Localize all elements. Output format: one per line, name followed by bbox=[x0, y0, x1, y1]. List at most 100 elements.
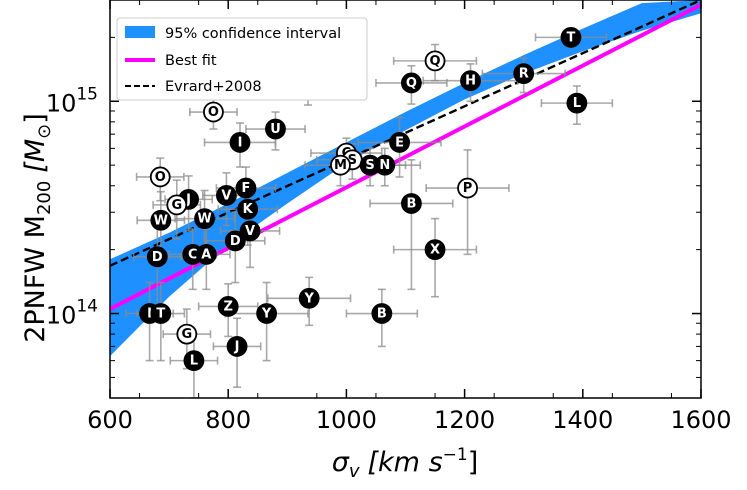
point-label: D bbox=[230, 234, 241, 249]
point-label: G bbox=[171, 198, 182, 213]
point-label: W bbox=[197, 212, 211, 227]
x-title-sub: v bbox=[349, 461, 360, 482]
point-label: R bbox=[519, 67, 529, 82]
point-L: L bbox=[566, 92, 588, 114]
point-O: O bbox=[203, 101, 224, 123]
point-label: S bbox=[348, 153, 357, 168]
legend-frame bbox=[116, 17, 368, 101]
y-title-sub: 200 bbox=[34, 181, 55, 215]
point-label: O bbox=[208, 105, 219, 120]
point-Y: Y bbox=[298, 287, 320, 309]
point-U: U bbox=[265, 118, 286, 140]
point-R: R bbox=[513, 63, 535, 85]
errorbar-35 bbox=[345, 288, 419, 348]
point-Q: Q bbox=[401, 72, 422, 94]
point-H: H bbox=[460, 70, 481, 92]
point-G: G bbox=[166, 194, 188, 216]
x-title-symbol: σ bbox=[332, 447, 350, 478]
point-label: T bbox=[156, 307, 165, 322]
point-label: U bbox=[270, 122, 281, 137]
point-N: N bbox=[374, 154, 396, 176]
point-V: V bbox=[239, 220, 261, 242]
point-W: W bbox=[194, 208, 215, 230]
point-label: Z bbox=[223, 299, 232, 314]
point-L: L bbox=[183, 350, 205, 372]
legend-swatch-band bbox=[125, 26, 155, 38]
point-Z: Z bbox=[217, 296, 239, 317]
plot-area: TQRHQALOUIECSMSNOPFVJGBKWWVDXCADYZYBITGJ… bbox=[110, 0, 701, 398]
x-title-unit: [km s bbox=[368, 447, 443, 478]
point-D: D bbox=[146, 246, 168, 268]
point-label: A bbox=[201, 247, 211, 262]
x-tick-label: 800 bbox=[205, 406, 251, 434]
legend-label-band: 95% confidence interval bbox=[165, 26, 341, 42]
point-E: E bbox=[389, 132, 410, 153]
point-M: M bbox=[330, 154, 351, 176]
x-tick-label: 1000 bbox=[316, 406, 377, 434]
x-title-close: ] bbox=[468, 447, 479, 478]
point-label: M bbox=[334, 158, 347, 173]
point-I: I bbox=[229, 132, 251, 153]
point-label: E bbox=[395, 135, 404, 150]
x-tick-label: 600 bbox=[87, 406, 133, 434]
plot-frame bbox=[109, 0, 702, 399]
point-Q: Q bbox=[424, 50, 446, 72]
point-label: Y bbox=[303, 291, 314, 306]
markers: TQRHQALOUIECSMSNOPFVJGBKWWVDXCADYZYBITGJ… bbox=[139, 26, 588, 372]
point-label: P bbox=[463, 181, 473, 196]
y-axis-title: 2PNFW M200 [M⊙] bbox=[20, 113, 55, 343]
point-label: N bbox=[379, 158, 390, 173]
point-T: T bbox=[560, 26, 582, 48]
point-label: L bbox=[573, 96, 581, 111]
point-label: D bbox=[152, 250, 163, 265]
point-label: C bbox=[188, 247, 198, 262]
legend: 95% confidence interval Best fit Evrard+… bbox=[116, 17, 368, 101]
point-label: Q bbox=[430, 54, 441, 69]
point-label: V bbox=[245, 224, 255, 239]
y-title-prefix: 2PNFW M bbox=[20, 215, 51, 343]
point-T: T bbox=[150, 303, 172, 324]
point-label: S bbox=[365, 158, 374, 173]
y-title-unit-sub: ⊙ bbox=[34, 124, 55, 139]
point-V: V bbox=[216, 185, 237, 206]
legend-label-fit: Best fit bbox=[165, 53, 217, 69]
errorbar-22 bbox=[369, 158, 454, 291]
legend-label-evrard: Evrard+2008 bbox=[165, 79, 262, 95]
point-label: J bbox=[185, 192, 191, 207]
point-O: O bbox=[149, 166, 171, 188]
y-tick-label: 1015 bbox=[46, 84, 98, 117]
point-B: B bbox=[371, 303, 393, 324]
point-J: J bbox=[226, 336, 248, 357]
point-A: A bbox=[195, 243, 217, 265]
point-label: W bbox=[154, 213, 168, 228]
x-title-exp: −1 bbox=[443, 445, 468, 465]
point-label: F bbox=[241, 181, 250, 196]
point-label: G bbox=[181, 327, 192, 342]
point-label: T bbox=[567, 30, 576, 45]
point-G: G bbox=[176, 323, 198, 345]
point-label: Y bbox=[261, 307, 272, 322]
point-W: W bbox=[150, 209, 172, 231]
y-title-unit: [M bbox=[20, 139, 51, 173]
point-X: X bbox=[424, 239, 446, 261]
point-D: D bbox=[224, 230, 246, 252]
point-label: B bbox=[406, 196, 416, 211]
point-label: K bbox=[243, 202, 254, 217]
point-label: V bbox=[221, 188, 231, 203]
errorbar-17 bbox=[425, 149, 510, 256]
point-label: L bbox=[190, 354, 198, 369]
point-Y: Y bbox=[256, 303, 278, 324]
point-label: I bbox=[147, 307, 152, 322]
point-F: F bbox=[235, 177, 257, 199]
point-label: X bbox=[430, 243, 440, 258]
point-label: B bbox=[377, 307, 387, 322]
point-label: Q bbox=[406, 76, 417, 91]
x-tick-label: 1600 bbox=[670, 406, 731, 434]
point-B: B bbox=[401, 193, 422, 214]
y-title-close: ] bbox=[20, 113, 51, 124]
point-K: K bbox=[237, 198, 259, 220]
point-P: P bbox=[457, 177, 478, 199]
x-axis-title: σv [km s−1] bbox=[332, 445, 479, 482]
